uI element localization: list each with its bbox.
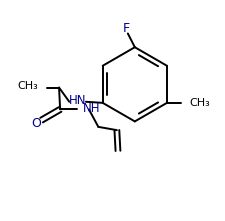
Text: O: O [31,117,41,130]
Text: HN: HN [69,94,86,107]
Text: F: F [122,22,129,35]
Text: NH: NH [83,102,100,115]
Text: CH₃: CH₃ [18,82,38,91]
Text: CH₃: CH₃ [189,98,210,108]
